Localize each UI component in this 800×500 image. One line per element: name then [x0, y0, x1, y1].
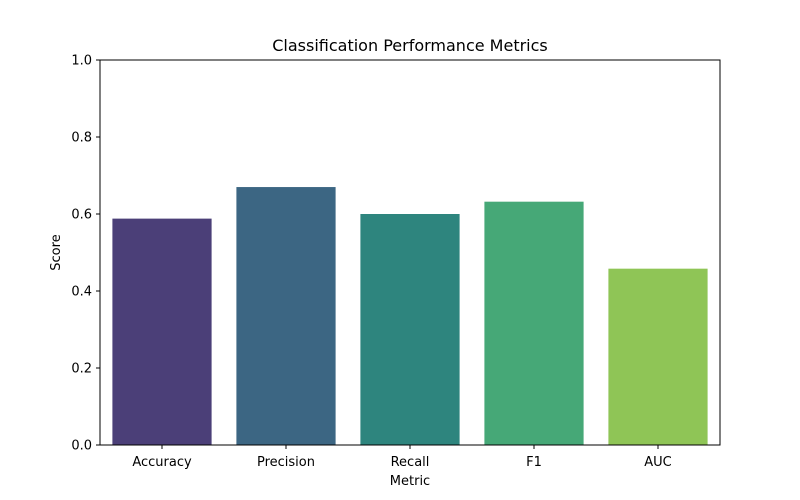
bars-layer [112, 187, 708, 446]
x-tick-label: Recall [391, 455, 430, 470]
x-tick-label: Accuracy [132, 455, 192, 470]
y-axis-label: Score [49, 234, 64, 270]
bar-auc [608, 268, 708, 445]
y-tick-label: 0.4 [71, 285, 92, 300]
bar-accuracy [112, 218, 212, 445]
x-tick-label: Precision [257, 455, 315, 470]
chart-title: Classification Performance Metrics [272, 36, 548, 55]
y-tick-label: 0.0 [71, 439, 92, 454]
y-tick-label: 0.6 [71, 208, 92, 223]
y-axis: 0.0 0.2 0.4 0.6 0.8 1.0 [71, 54, 100, 454]
bar-f1 [484, 201, 584, 445]
x-tick-label: F1 [526, 455, 542, 470]
x-axis-label: Metric [390, 474, 430, 489]
y-tick-label: 1.0 [71, 54, 92, 69]
x-tick-label: AUC [644, 455, 672, 470]
bar-recall [360, 214, 460, 445]
y-tick-label: 0.2 [71, 362, 92, 377]
bar-precision [236, 187, 336, 446]
y-tick-label: 0.8 [71, 131, 92, 146]
x-axis: Accuracy Precision Recall F1 AUC [132, 445, 672, 470]
